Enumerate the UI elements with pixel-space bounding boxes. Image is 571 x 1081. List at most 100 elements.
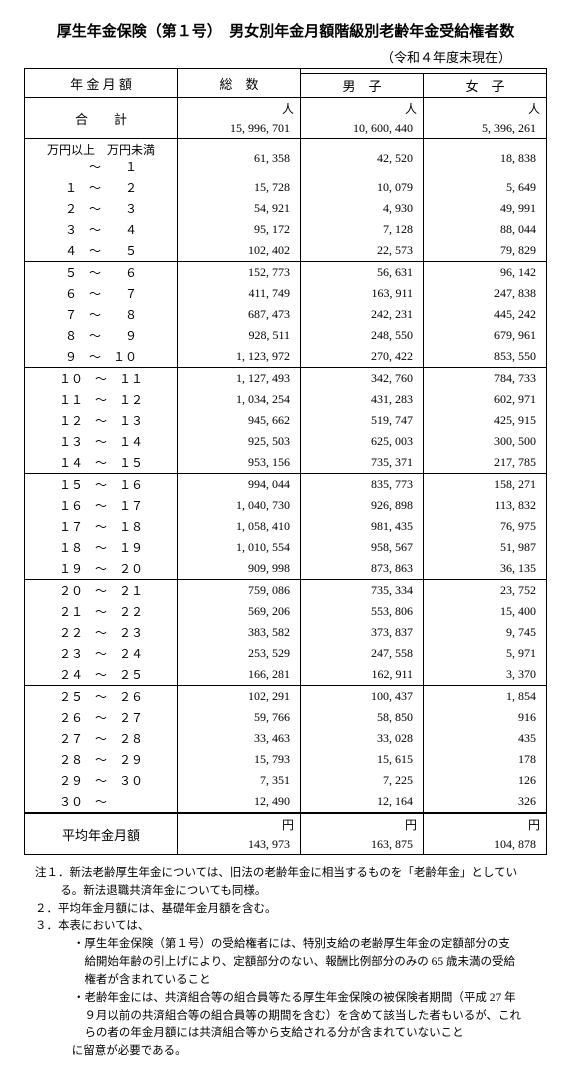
cell-male: 163, 911 bbox=[301, 283, 424, 304]
bracket-label: １９ ～ ２０ bbox=[25, 558, 178, 580]
cell-female: 178 bbox=[424, 749, 547, 770]
bracket-label: ４ ～ ５ bbox=[25, 240, 178, 262]
cell-all: 12, 490 bbox=[178, 791, 301, 813]
cell-male: 873, 863 bbox=[301, 558, 424, 580]
cell-female: 96, 142 bbox=[424, 262, 547, 284]
bracket-label: ２６ ～ ２７ bbox=[25, 707, 178, 728]
as-of-date: （令和４年度末現在） bbox=[20, 47, 511, 66]
bracket-label: １５ ～ １６ bbox=[25, 474, 178, 496]
cell-female: 3, 370 bbox=[424, 664, 547, 686]
cell-all: 1, 058, 410 bbox=[178, 516, 301, 537]
bracket-label: １４ ～ １５ bbox=[25, 452, 178, 474]
cell-all: 945, 662 bbox=[178, 410, 301, 431]
cell-male: 926, 898 bbox=[301, 495, 424, 516]
cell-female: 679, 961 bbox=[424, 325, 547, 346]
bracket-label: ８ ～ ９ bbox=[25, 325, 178, 346]
cell-all: 15, 728 bbox=[178, 177, 301, 198]
bracket-label: ２３ ～ ２４ bbox=[25, 643, 178, 664]
bracket-label: ６ ～ ７ bbox=[25, 283, 178, 304]
col-header-male: 男 子 bbox=[301, 74, 424, 98]
cell-all: 102, 402 bbox=[178, 240, 301, 262]
cell-all: 95, 172 bbox=[178, 219, 301, 240]
cell-female: 51, 987 bbox=[424, 537, 547, 558]
cell-male: 835, 773 bbox=[301, 474, 424, 496]
cell-female: 1, 854 bbox=[424, 686, 547, 708]
cell-female: 5, 971 bbox=[424, 643, 547, 664]
cell-all: 152, 773 bbox=[178, 262, 301, 284]
unit-yen: 円 bbox=[178, 813, 301, 835]
cell-female: 853, 550 bbox=[424, 346, 547, 368]
bracket-label: ２７ ～ ２８ bbox=[25, 728, 178, 749]
note-1: 注１．新法老齢厚生年金については、旧法の老齢年金に相当するものを「老齢年金」とし… bbox=[35, 865, 521, 901]
cell-male: 431, 283 bbox=[301, 389, 424, 410]
cell-male: 7, 225 bbox=[301, 770, 424, 791]
pension-table: 年 金 月 額 総 数 男 子 女 子 合 計 人 人 人 15, 996, 7… bbox=[24, 68, 547, 855]
cell-all: 102, 291 bbox=[178, 686, 301, 708]
cell-female: 9, 745 bbox=[424, 622, 547, 643]
unit-cell: 人 bbox=[424, 98, 547, 120]
bracket-label: ２ ～ ３ bbox=[25, 198, 178, 219]
bracket-label: ５ ～ ６ bbox=[25, 262, 178, 284]
cell-male: 12, 164 bbox=[301, 791, 424, 813]
cell-all: 411, 749 bbox=[178, 283, 301, 304]
cell-all: 925, 503 bbox=[178, 431, 301, 452]
cell-all: 687, 473 bbox=[178, 304, 301, 325]
cell-female: 36, 135 bbox=[424, 558, 547, 580]
cell-all: 54, 921 bbox=[178, 198, 301, 219]
cell-female: 88, 044 bbox=[424, 219, 547, 240]
cell-male: 7, 128 bbox=[301, 219, 424, 240]
bracket-label: ２１ ～ ２２ bbox=[25, 601, 178, 622]
cell-female: 76, 975 bbox=[424, 516, 547, 537]
cell-all: 994, 044 bbox=[178, 474, 301, 496]
cell-male: 373, 837 bbox=[301, 622, 424, 643]
cell-female: 79, 829 bbox=[424, 240, 547, 262]
cell-all: 33, 463 bbox=[178, 728, 301, 749]
cell-female: 326 bbox=[424, 791, 547, 813]
row-header-avg: 平均年金月額 bbox=[25, 813, 178, 855]
cell-female: 300, 500 bbox=[424, 431, 547, 452]
bracket-label: １ ～ ２ bbox=[25, 177, 178, 198]
unit-cell: 人 bbox=[178, 98, 301, 120]
cell-all: 1, 040, 730 bbox=[178, 495, 301, 516]
avg-male: 163, 875 bbox=[301, 835, 424, 855]
cell-all: 1, 123, 972 bbox=[178, 346, 301, 368]
total-all: 15, 996, 701 bbox=[178, 119, 301, 139]
bracket-label: １１ ～ １２ bbox=[25, 389, 178, 410]
cell-male: 56, 631 bbox=[301, 262, 424, 284]
avg-all: 143, 973 bbox=[178, 835, 301, 855]
cell-female: 23, 752 bbox=[424, 580, 547, 602]
bracket-label: ９ ～ １０ bbox=[25, 346, 178, 368]
total-male: 10, 600, 440 bbox=[301, 119, 424, 139]
cell-male: 247, 558 bbox=[301, 643, 424, 664]
cell-female: 49, 991 bbox=[424, 198, 547, 219]
bracket-label: １０ ～ １１ bbox=[25, 368, 178, 390]
footnotes: 注１．新法老齢厚生年金については、旧法の老齢年金に相当するものを「老齢年金」とし… bbox=[35, 865, 521, 1061]
cell-all: 1, 010, 554 bbox=[178, 537, 301, 558]
cell-male: 42, 520 bbox=[301, 139, 424, 178]
cell-male: 735, 371 bbox=[301, 452, 424, 474]
bracket-label: １６ ～ １７ bbox=[25, 495, 178, 516]
cell-female: 784, 733 bbox=[424, 368, 547, 390]
unit-yen: 円 bbox=[424, 813, 547, 835]
bracket-label: ２５ ～ ２６ bbox=[25, 686, 178, 708]
cell-all: 1, 127, 493 bbox=[178, 368, 301, 390]
cell-female: 445, 242 bbox=[424, 304, 547, 325]
bracket-label: ２８ ～ ２９ bbox=[25, 749, 178, 770]
total-female: 5, 396, 261 bbox=[424, 119, 547, 139]
bracket-label: 万円以上 万円未満 ～ １ bbox=[25, 139, 178, 178]
cell-female: 247, 838 bbox=[424, 283, 547, 304]
cell-female: 18, 838 bbox=[424, 139, 547, 178]
page-title: 厚生年金保険（第１号） 男女別年金月額階級別老齢年金受給権者数 bbox=[20, 20, 551, 41]
cell-female: 435 bbox=[424, 728, 547, 749]
col-header-total: 総 数 bbox=[178, 69, 301, 98]
note-3c: に留意が必要である。 bbox=[35, 1043, 521, 1061]
cell-male: 270, 422 bbox=[301, 346, 424, 368]
cell-male: 33, 028 bbox=[301, 728, 424, 749]
cell-male: 248, 550 bbox=[301, 325, 424, 346]
note-3a: ・厚生年金保険（第１号）の受給権者には、特別支給の老齢厚生年金の定額部分の支給開… bbox=[35, 936, 521, 989]
note-2: ２．平均年金月額には、基礎年金月額を含む。 bbox=[35, 901, 521, 919]
cell-all: 61, 358 bbox=[178, 139, 301, 178]
cell-all: 1, 034, 254 bbox=[178, 389, 301, 410]
bracket-label: １８ ～ １９ bbox=[25, 537, 178, 558]
cell-male: 58, 850 bbox=[301, 707, 424, 728]
